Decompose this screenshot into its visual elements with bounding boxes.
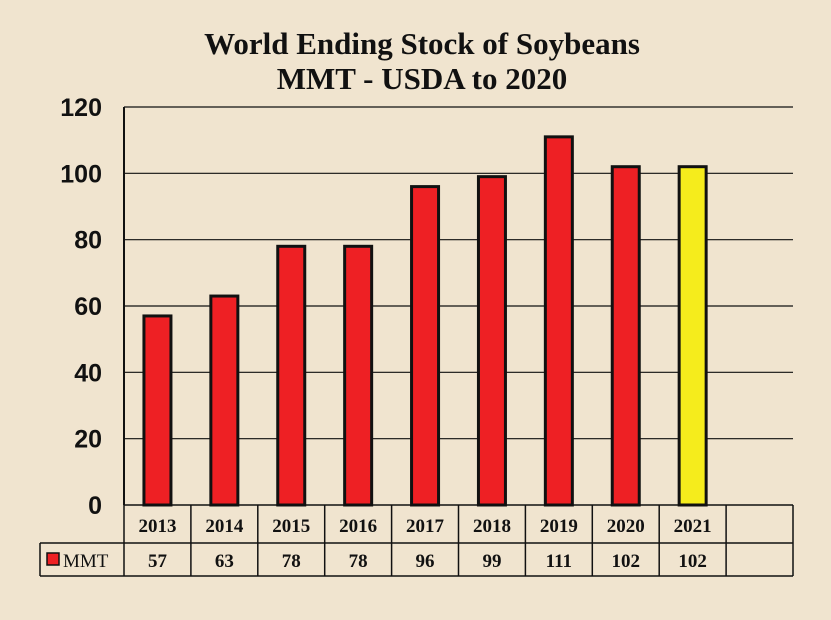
y-tick-label: 120 bbox=[60, 94, 102, 122]
bar-2016 bbox=[343, 244, 374, 507]
x-tick-label: 2019 bbox=[540, 516, 578, 537]
x-tick-label: 2021 bbox=[674, 516, 712, 537]
bar-2018 bbox=[476, 175, 507, 507]
data-table-value: 111 bbox=[546, 551, 572, 572]
data-table-value: 102 bbox=[612, 551, 641, 572]
legend-swatch bbox=[46, 552, 60, 566]
bar-2013 bbox=[142, 314, 173, 507]
bar-2017 bbox=[410, 185, 441, 507]
bar-2020 bbox=[610, 165, 641, 507]
x-tick-label: 2015 bbox=[272, 516, 310, 537]
data-table-value: 78 bbox=[349, 551, 368, 572]
data-table-value: 63 bbox=[215, 551, 234, 572]
y-tick-label: 100 bbox=[60, 160, 102, 188]
x-tick-label: 2016 bbox=[339, 516, 377, 537]
y-axis-ticks: 0 20 40 60 80 100 120 bbox=[60, 94, 102, 520]
bar-2021 bbox=[677, 165, 708, 507]
bar-2014 bbox=[209, 294, 240, 507]
data-table-value: 99 bbox=[482, 551, 501, 572]
y-tick-label: 0 bbox=[88, 492, 102, 520]
y-tick-label: 60 bbox=[74, 293, 102, 321]
data-table-value: 96 bbox=[416, 551, 435, 572]
data-table-value: 78 bbox=[282, 551, 301, 572]
data-table: 2013 2014 2015 2016 2017 2018 2019 2020 2021 57 63… bbox=[39, 504, 794, 577]
chart-subtitle: MMT - USDA to 2020 bbox=[277, 61, 567, 96]
x-tick-label: 2018 bbox=[473, 516, 511, 537]
x-tick-label: 2020 bbox=[607, 516, 645, 537]
data-table-value: 102 bbox=[678, 551, 707, 572]
y-tick-label: 40 bbox=[74, 359, 102, 387]
x-tick-label: 2014 bbox=[205, 516, 244, 537]
y-tick-label: 80 bbox=[74, 227, 102, 255]
y-tick-label: 20 bbox=[74, 426, 102, 454]
chart-title: World Ending Stock of Soybeans bbox=[204, 26, 640, 61]
bars bbox=[142, 135, 708, 507]
bar-2019 bbox=[543, 135, 574, 507]
data-table-value: 57 bbox=[148, 551, 168, 572]
bar-2015 bbox=[276, 244, 307, 507]
legend-label: MMT bbox=[63, 551, 109, 572]
x-tick-label: 2017 bbox=[406, 516, 445, 537]
x-tick-label: 2013 bbox=[138, 516, 176, 537]
